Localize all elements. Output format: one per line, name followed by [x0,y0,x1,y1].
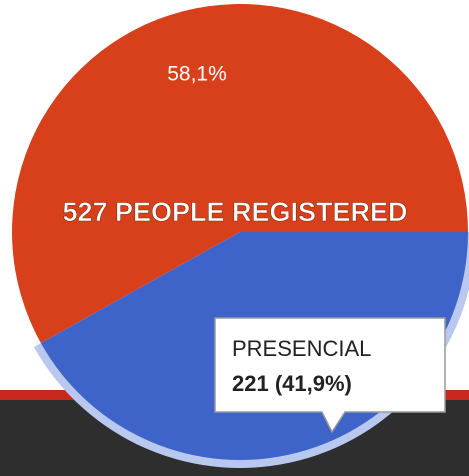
chart: 58,1% 527 PEOPLE REGISTERED PRESENCIAL 2… [0,0,469,476]
slice-label: 58,1% [167,63,227,86]
tooltip-category: PRESENCIAL [232,336,371,361]
chart-title: 527 PEOPLE REGISTERED [62,197,407,227]
tooltip-value: 221 (41,9%) [232,371,352,396]
